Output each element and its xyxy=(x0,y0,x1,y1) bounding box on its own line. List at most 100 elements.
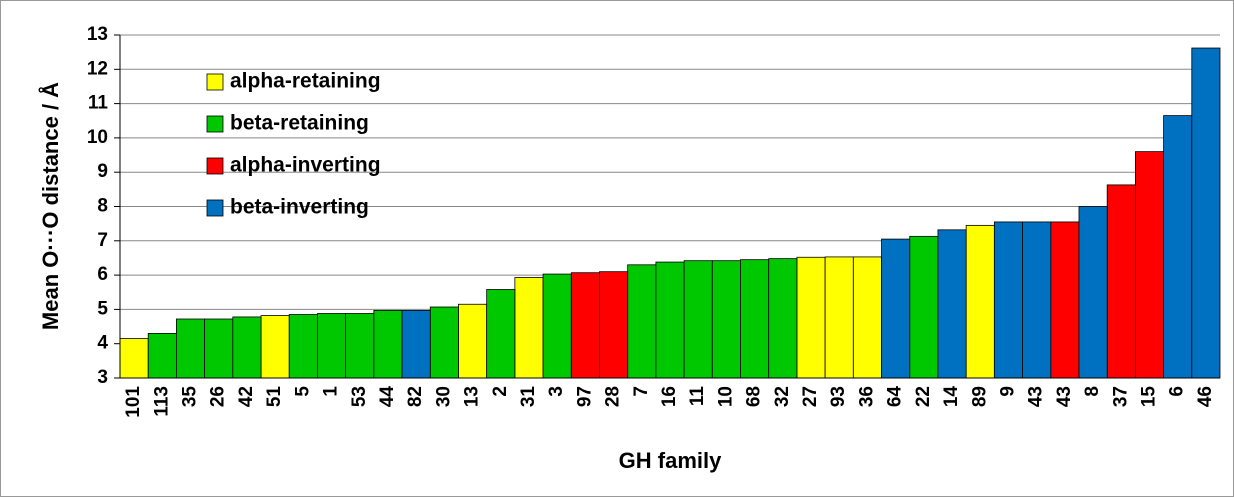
x-tick-label: 28 xyxy=(603,386,624,407)
x-tick-label: 27 xyxy=(800,386,821,407)
x-tick-label: 44 xyxy=(377,386,398,408)
x-tick-label: 14 xyxy=(941,386,962,408)
x-tick-label: 15 xyxy=(1139,386,1160,408)
y-tick-label: 11 xyxy=(88,93,109,114)
x-tick-label: 2 xyxy=(490,386,511,397)
bar xyxy=(796,256,826,379)
y-tick-label: 12 xyxy=(87,58,108,79)
bar xyxy=(993,221,1023,379)
bar xyxy=(373,310,403,379)
y-tick-label: 9 xyxy=(97,161,108,182)
bar xyxy=(1134,151,1164,379)
x-tick-label: 32 xyxy=(772,386,793,407)
x-tick-label: 53 xyxy=(349,386,370,407)
bar xyxy=(740,259,770,379)
bar xyxy=(486,289,516,379)
bar xyxy=(937,229,967,379)
bar xyxy=(542,273,572,379)
x-tick-label: 1 xyxy=(321,386,342,397)
x-tick-label: 113 xyxy=(151,386,172,417)
x-tick-label: 13 xyxy=(462,386,483,407)
bar xyxy=(824,256,854,379)
y-tick-label: 7 xyxy=(97,230,108,251)
x-tick-label: 43 xyxy=(1054,386,1075,407)
bar xyxy=(119,338,149,379)
x-tick-label: 3 xyxy=(546,386,567,397)
y-tick-label: 6 xyxy=(97,264,108,285)
y-tick-label: 13 xyxy=(87,24,108,45)
bar xyxy=(1022,221,1052,379)
x-tick-label: 64 xyxy=(885,386,906,408)
x-tick-label: 5 xyxy=(292,386,313,397)
x-tick-label: 97 xyxy=(574,386,595,407)
legend-label: alpha-inverting xyxy=(230,154,381,177)
legend-swatch xyxy=(206,73,224,91)
x-tick-label: 10 xyxy=(715,386,736,407)
y-tick-label: 8 xyxy=(97,196,108,217)
legend-swatch xyxy=(206,157,224,175)
bar xyxy=(147,333,177,379)
bar xyxy=(401,310,431,379)
bar xyxy=(881,238,911,379)
bar xyxy=(627,264,657,379)
legend-label: alpha-retaining xyxy=(230,70,381,93)
x-tick-label: 35 xyxy=(180,386,201,408)
bar xyxy=(852,256,882,379)
x-tick-label: 82 xyxy=(405,386,426,407)
x-tick-label: 68 xyxy=(744,386,765,407)
legend-swatch xyxy=(206,199,224,217)
bar xyxy=(655,261,685,379)
x-tick-label: 22 xyxy=(913,386,934,407)
bar xyxy=(232,316,262,379)
x-tick-label: 46 xyxy=(1195,386,1216,407)
x-tick-label: 7 xyxy=(631,386,652,397)
legend-swatch xyxy=(206,115,224,133)
bar xyxy=(1106,184,1136,379)
x-tick-label: 42 xyxy=(236,386,257,407)
x-tick-label: 51 xyxy=(264,386,285,408)
bar xyxy=(683,260,713,379)
legend-label: beta-inverting xyxy=(230,196,369,219)
bar xyxy=(176,318,206,379)
bar xyxy=(204,318,234,379)
bar xyxy=(768,258,798,379)
y-tick-label: 4 xyxy=(97,333,108,354)
bar xyxy=(1050,221,1080,379)
bar xyxy=(599,271,629,379)
x-axis-title: GH family xyxy=(619,448,722,473)
x-tick-label: 101 xyxy=(123,386,144,418)
bar xyxy=(1191,47,1221,379)
bar xyxy=(429,306,459,379)
bar xyxy=(1163,115,1193,379)
x-tick-label: 8 xyxy=(1082,386,1103,397)
bar xyxy=(458,303,488,379)
x-tick-label: 31 xyxy=(518,386,539,408)
bar xyxy=(1078,206,1108,379)
bar xyxy=(345,313,375,379)
y-tick-label: 10 xyxy=(87,127,108,148)
x-tick-label: 89 xyxy=(969,386,990,407)
x-tick-label: 6 xyxy=(1167,386,1188,397)
legend-label: beta-retaining xyxy=(230,112,369,135)
x-tick-label: 37 xyxy=(1110,386,1131,407)
x-tick-label: 36 xyxy=(856,386,877,407)
x-tick-label: 11 xyxy=(687,386,708,407)
x-tick-label: 9 xyxy=(997,386,1018,397)
x-tick-label: 26 xyxy=(208,386,229,407)
bar xyxy=(260,315,290,379)
bar xyxy=(514,277,544,379)
bar xyxy=(317,313,347,379)
x-tick-label: 43 xyxy=(1026,386,1047,407)
bar xyxy=(288,314,318,379)
y-tick-label: 3 xyxy=(97,367,108,388)
y-axis-title: Mean O···O distance / Å xyxy=(37,82,63,330)
bar xyxy=(570,272,600,379)
bar xyxy=(711,260,741,379)
bar xyxy=(965,224,995,379)
bar xyxy=(909,235,939,379)
x-tick-label: 93 xyxy=(828,386,849,407)
y-tick-label: 5 xyxy=(97,298,108,319)
x-tick-label: 30 xyxy=(433,386,454,407)
x-tick-label: 16 xyxy=(659,386,680,407)
